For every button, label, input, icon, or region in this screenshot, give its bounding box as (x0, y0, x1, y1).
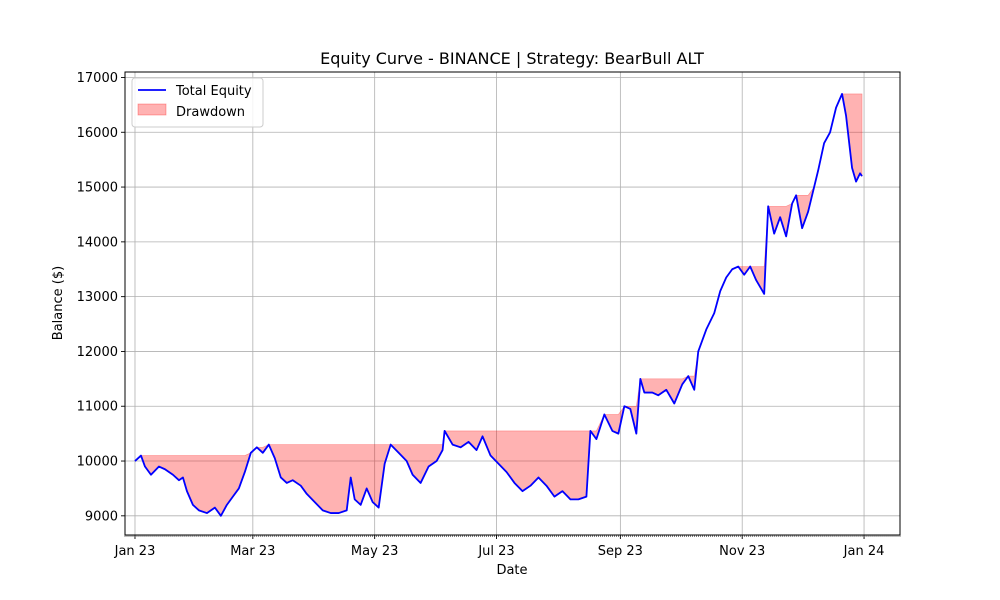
legend: Total Equity Drawdown (131, 77, 264, 128)
y-tick-label: 14000 (77, 235, 118, 250)
x-tick-label: Jul 23 (477, 544, 514, 559)
legend-label-drawdown: Drawdown (176, 105, 245, 120)
chart-title: Equity Curve - BINANCE | Strategy: BearB… (320, 49, 704, 68)
x-tick-label: Jan 24 (843, 544, 885, 559)
x-axis-label: Date (496, 563, 527, 578)
x-tick-label: Sep 23 (598, 544, 643, 559)
equity-line (134, 93, 863, 517)
y-tick-label: 16000 (77, 126, 118, 141)
y-tick-label: 12000 (77, 345, 118, 360)
y-tick-label: 9000 (85, 509, 118, 524)
y-axis-label: Balance ($) (51, 266, 66, 340)
legend-label-total-equity: Total Equity (175, 84, 252, 99)
x-tick-label: Nov 23 (719, 544, 765, 559)
y-tick-label: 10000 (77, 455, 118, 470)
y-tick-label: 13000 (77, 290, 118, 305)
x-tick-label: Mar 23 (230, 544, 275, 559)
plot-area (125, 72, 900, 535)
y-tick-label: 11000 (77, 400, 118, 415)
x-tick-label: May 23 (351, 544, 399, 559)
y-tick-label: 17000 (77, 71, 118, 86)
y-tick-label: 15000 (77, 181, 118, 196)
legend-swatch-drawdown (137, 103, 167, 116)
x-tick-label: Jan 23 (114, 544, 156, 559)
drawdown-area (134, 92, 863, 517)
